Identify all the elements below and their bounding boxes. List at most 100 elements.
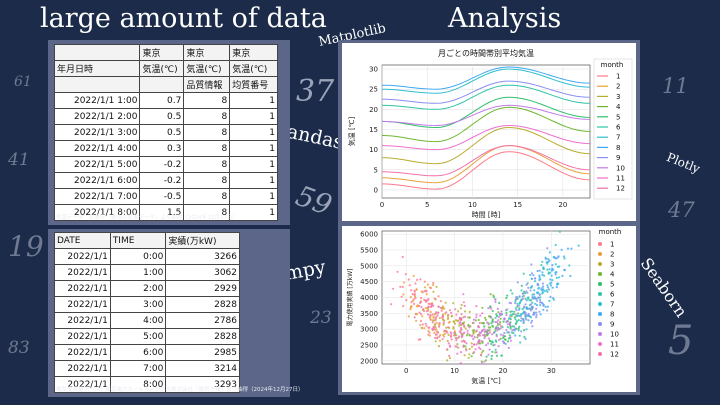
scatter-point — [531, 295, 534, 298]
scatter-point — [442, 318, 445, 321]
scatter-point — [439, 306, 442, 309]
scatter-point — [533, 297, 536, 300]
scatter-point — [569, 274, 572, 278]
scatter-point — [509, 302, 513, 305]
scatter-point — [479, 353, 482, 356]
scatter-point — [427, 330, 430, 333]
scatter-point — [528, 307, 531, 310]
scatter-point — [466, 329, 469, 332]
scatter-point — [549, 295, 552, 299]
scatter-point — [503, 317, 506, 320]
scatter-point — [487, 353, 490, 356]
scatter-point — [401, 255, 404, 258]
scatter-point — [440, 309, 443, 312]
scatter-point — [528, 314, 531, 317]
legend-label: 4 — [610, 271, 615, 279]
scatter-point — [535, 316, 538, 319]
temperature-source-note: 気温データ：気象庁「過去の気象データ」より抽得（2024年12月27日） — [56, 215, 238, 221]
scatter-point — [450, 311, 453, 314]
scatter-point — [447, 333, 450, 336]
scatter-point — [510, 331, 513, 334]
scatter-point — [459, 307, 462, 310]
legend-title: month — [599, 228, 622, 236]
table-cell: 2786 — [165, 312, 240, 329]
scatter-point — [506, 340, 510, 343]
scatter-point — [435, 311, 438, 314]
scatter-point — [547, 260, 550, 263]
scatter-point — [460, 303, 463, 307]
scatter-point — [433, 313, 436, 316]
scatter-point — [518, 325, 521, 328]
scatter-point — [446, 317, 449, 321]
scatter-point — [536, 299, 539, 302]
legend-label: 3 — [610, 261, 614, 269]
scatter-point — [530, 285, 534, 288]
scatter-point — [563, 268, 566, 272]
bg-number: 37 — [296, 74, 335, 109]
table-row: 2022/1/1 2:00 2929 — [54, 280, 240, 297]
scatter-point — [409, 308, 412, 311]
legend-box — [593, 58, 633, 200]
scatter-point — [506, 308, 509, 311]
scatter-point — [410, 289, 413, 292]
scatter-point — [544, 305, 547, 308]
scatter-point — [487, 307, 490, 310]
scatter-point — [427, 313, 430, 316]
table-row: 2022/1/1 8:00 1.5 8 1 — [53, 204, 278, 221]
scatter-point — [484, 359, 487, 362]
series-line — [381, 126, 591, 165]
scatter-point — [489, 305, 492, 308]
scatter-point — [465, 349, 468, 352]
y-tick-label: 0 — [374, 186, 378, 194]
scatter-point — [415, 319, 418, 322]
scatter-point — [493, 343, 496, 346]
table-cell: 8 — [183, 204, 231, 221]
legend-label: 9 — [616, 154, 620, 162]
scatter-point — [491, 333, 494, 336]
scatter-point — [494, 316, 497, 319]
scatter-point — [429, 305, 432, 308]
header-cell: 気温(℃) — [229, 60, 278, 77]
scatter-point — [438, 339, 442, 342]
scatter-point — [490, 342, 493, 345]
table-row: 2022/1/1 5:00 2828 — [54, 328, 240, 345]
scatter-point — [515, 296, 518, 299]
scatter-point — [507, 331, 510, 334]
scatter-point — [446, 359, 449, 362]
scatter-point — [536, 283, 539, 286]
power-table-panel: DATE TIME 実績(万kW) 2022/1/1 0:00 3266 2022/… — [48, 229, 304, 397]
table-cell: 0.7 — [139, 92, 185, 109]
scatter-point — [425, 293, 428, 296]
header-cell: 気温(℃) — [139, 60, 185, 77]
scatter-point — [527, 286, 530, 289]
scatter-point — [437, 305, 440, 308]
scatter-point — [528, 299, 531, 302]
header-cell — [53, 76, 141, 93]
scatter-point — [413, 289, 416, 292]
scatter-point — [490, 307, 493, 310]
scatter-point — [444, 301, 447, 304]
table-row: 2022/1/1 7:00 3214 — [54, 360, 240, 377]
scatter-point — [404, 273, 407, 276]
scatter-point — [432, 304, 435, 307]
scatter-point — [521, 308, 524, 311]
plot-area — [381, 64, 591, 199]
table-row: 2022/1/1 3:00 0.5 8 1 — [53, 124, 278, 141]
scatter-point — [458, 324, 461, 327]
scatter-point — [566, 247, 570, 250]
scatter-point — [535, 304, 539, 307]
scatter-point — [477, 334, 480, 337]
scatter-point — [447, 342, 450, 345]
scatter-point — [535, 314, 538, 317]
scatter-point — [530, 272, 534, 275]
series-line — [381, 104, 591, 127]
scatter-point — [415, 288, 418, 291]
table-cell: 2022/1/1 — [54, 360, 111, 377]
scatter-point — [551, 286, 554, 289]
scatter-point — [515, 322, 518, 325]
scatter-point — [402, 293, 405, 296]
legend-label: 1 — [610, 241, 614, 249]
scatter-point — [432, 290, 435, 293]
y-tick-label: 6000 — [360, 231, 378, 239]
scatter-point — [497, 315, 500, 319]
